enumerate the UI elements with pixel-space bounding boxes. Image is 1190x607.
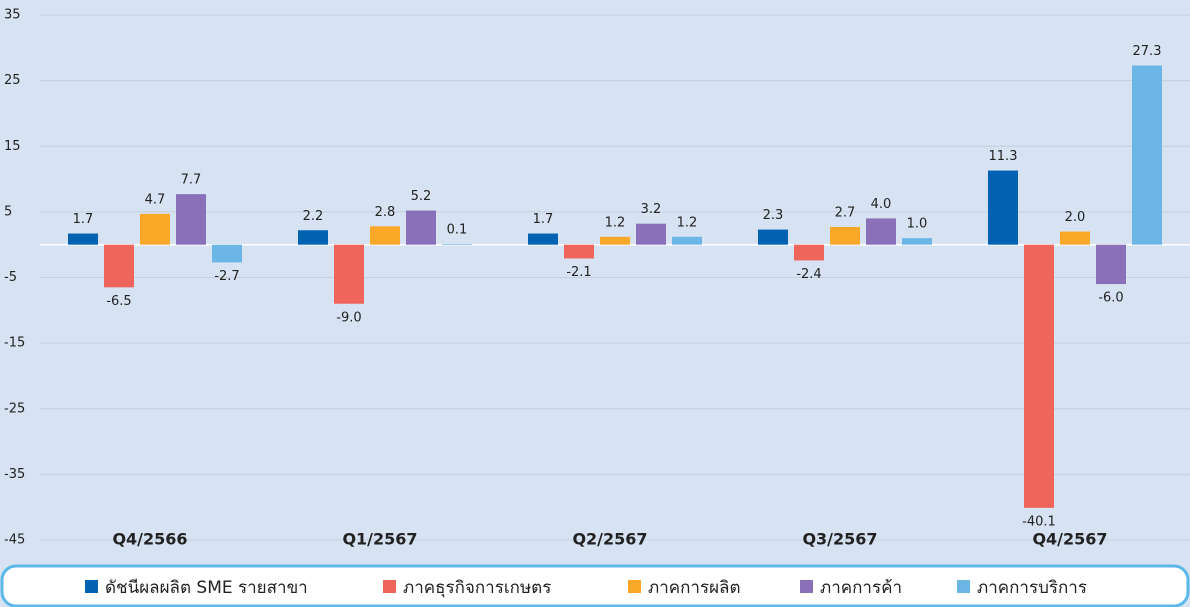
value-label: -6.0 [1098,291,1123,306]
bar [902,238,932,245]
x-tick-label: Q1/2567 [342,530,417,549]
value-label: 4.7 [145,192,166,207]
x-tick-label: Q2/2567 [572,530,647,549]
value-label: 7.7 [181,173,202,188]
legend-swatch [383,580,396,593]
legend-swatch [628,580,641,593]
value-label: 1.2 [605,215,626,230]
bar [104,244,134,288]
value-label: 2.3 [763,208,784,223]
y-tick-label: 15 [4,139,21,154]
bar [1024,244,1054,508]
value-label: 2.7 [835,205,856,220]
y-tick-label: -35 [4,467,25,482]
value-label: 27.3 [1133,44,1162,59]
value-label: 1.2 [677,215,698,230]
value-label: 1.0 [907,217,928,232]
bar [758,229,788,245]
bar [672,236,702,245]
value-label: 2.8 [375,205,396,220]
bar [298,230,328,245]
y-tick-label: -45 [4,533,25,548]
legend-swatch [957,580,970,593]
bar [334,244,364,304]
x-tick-label: Q3/2567 [802,530,877,549]
bar [68,233,98,245]
bar [866,218,896,245]
bar [1132,65,1162,245]
value-label: -9.0 [336,310,361,325]
y-tick-label: -5 [4,270,17,285]
bar [370,226,400,245]
bar [212,244,242,263]
value-label: 0.1 [447,223,468,238]
bar [830,226,860,245]
legend-box [0,564,1190,607]
x-tick-label: Q4/2566 [112,530,187,549]
value-label: 5.2 [411,189,432,204]
value-label: -2.7 [214,269,239,284]
bar [406,210,436,245]
value-label: 1.7 [533,212,554,227]
y-tick-label: 35 [4,8,21,23]
value-label: 2.0 [1065,210,1086,225]
legend-label: ภาคธุรกิจการเกษตร [403,578,551,598]
bar [176,194,206,245]
bar [794,244,824,261]
value-label: 1.7 [73,212,94,227]
y-tick-label: -15 [4,336,25,351]
value-label: 4.0 [871,197,892,212]
bar [636,223,666,245]
value-label: 2.2 [303,209,324,224]
x-tick-label: Q4/2567 [1032,530,1107,549]
bar [140,213,170,245]
legend-label: ภาคการค้า [820,578,902,598]
value-label: -2.4 [796,267,821,282]
legend-label: ดัชนีผลผลิต SME รายสาขา [105,578,308,598]
value-label: -40.1 [1022,514,1056,529]
legend-swatch [800,580,813,593]
bar [988,170,1018,245]
value-label: 11.3 [989,149,1018,164]
value-label: -2.1 [566,265,591,280]
legend-swatch [85,580,98,593]
value-label: 3.2 [641,202,662,217]
bar [1060,231,1090,245]
bar [600,236,630,245]
legend-label: ภาคการผลิต [648,578,741,598]
bar [564,244,594,259]
y-tick-label: 25 [4,73,21,88]
value-label: -6.5 [106,294,131,309]
bar [1096,244,1126,285]
y-tick-label: -25 [4,401,25,416]
y-tick-label: 5 [4,204,12,219]
bar [528,233,558,245]
bar [442,244,472,245]
legend-label: ภาคการบริการ [977,578,1087,598]
